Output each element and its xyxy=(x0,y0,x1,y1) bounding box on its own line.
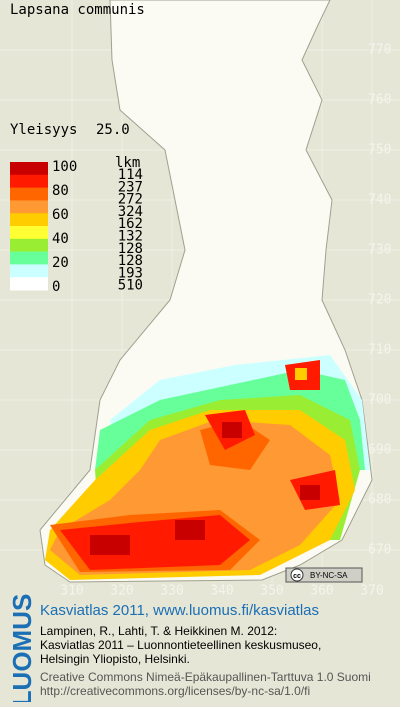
legend: 1008060402001142372723241621321281281935… xyxy=(10,159,143,295)
northing-label: 710 xyxy=(368,343,391,358)
species-title: Lapsana communis xyxy=(10,2,145,18)
badge-cc: cc xyxy=(293,573,301,580)
northing-label: 730 xyxy=(368,243,391,258)
northing-label: 750 xyxy=(368,143,391,158)
legend-swatch xyxy=(10,251,48,265)
easting-label: 330 xyxy=(160,584,183,599)
footer: Lampinen, R., Lahti, T. & Heikkinen M. 2… xyxy=(40,624,371,698)
badge-text: BY-NC-SA xyxy=(310,571,348,580)
legend-level: 100 xyxy=(52,159,77,175)
legend-count: 128 xyxy=(118,241,143,257)
legend-swatch xyxy=(10,264,48,278)
easting-label: 340 xyxy=(210,584,233,599)
northing-label: 770 xyxy=(368,43,391,58)
easting-label: 360 xyxy=(310,584,333,599)
legend-swatch xyxy=(10,174,48,189)
northing-label: 740 xyxy=(368,193,391,208)
legend-swatch xyxy=(10,187,48,201)
footer-heading: Kasviatlas 2011, www.luomus.fi/kasviatla… xyxy=(40,602,319,619)
legend-count: 114 xyxy=(118,167,143,183)
easting-label: 310 xyxy=(60,584,83,599)
legend-level: 80 xyxy=(52,183,69,199)
legend-swatch xyxy=(10,238,48,253)
legend-count: 237 xyxy=(118,179,143,195)
legend-count: 272 xyxy=(118,192,143,208)
easting-label: 350 xyxy=(260,584,283,599)
count-header: lkm xyxy=(115,155,140,171)
easting-label: 320 xyxy=(110,584,133,599)
frequency-value: 25.0 xyxy=(96,122,130,138)
legend-level: 0 xyxy=(52,279,60,295)
northing-label: 670 xyxy=(368,543,391,558)
easting-label: 370 xyxy=(360,584,383,599)
legend-swatch xyxy=(10,200,48,214)
legend-swatch xyxy=(10,162,48,176)
legend-count: 162 xyxy=(118,216,143,232)
legend-level: 40 xyxy=(52,231,69,247)
badge-icon xyxy=(290,568,304,582)
legend-count: 510 xyxy=(118,278,143,294)
legend-level: 60 xyxy=(52,207,69,223)
heat-patches xyxy=(45,355,370,580)
legend-level: 20 xyxy=(52,255,69,271)
legend-swatch xyxy=(10,213,48,227)
legend-count: 128 xyxy=(118,253,143,269)
citation-line: Helsingin Yliopisto, Helsinki. xyxy=(40,652,190,666)
license-line: http://creativecommons.org/licenses/by-n… xyxy=(40,684,310,698)
license-badge: cc BY-NC-SA xyxy=(285,567,363,583)
northing-label: 680 xyxy=(368,493,391,508)
citation-line: Kasviatlas 2011 – Luonnontieteellinen ke… xyxy=(40,638,321,652)
frequency-label: Yleisyys xyxy=(10,122,77,138)
badge-frame xyxy=(285,567,363,583)
luomus-logo: LUOMUS xyxy=(7,594,37,702)
northing-label: 700 xyxy=(368,393,391,408)
legend-swatch xyxy=(10,277,48,291)
legend-count: 193 xyxy=(118,265,143,281)
citation-line: Lampinen, R., Lahti, T. & Heikkinen M. 2… xyxy=(40,624,277,638)
northing-label: 760 xyxy=(368,93,391,108)
legend-count: 324 xyxy=(118,204,143,220)
license-line: Creative Commons Nimeä-Epäkaupallinen-Ta… xyxy=(40,670,371,684)
legend-swatch xyxy=(10,226,48,240)
northing-label: 690 xyxy=(368,443,391,458)
northing-label: 720 xyxy=(368,293,391,308)
legend-count: 132 xyxy=(118,229,143,245)
